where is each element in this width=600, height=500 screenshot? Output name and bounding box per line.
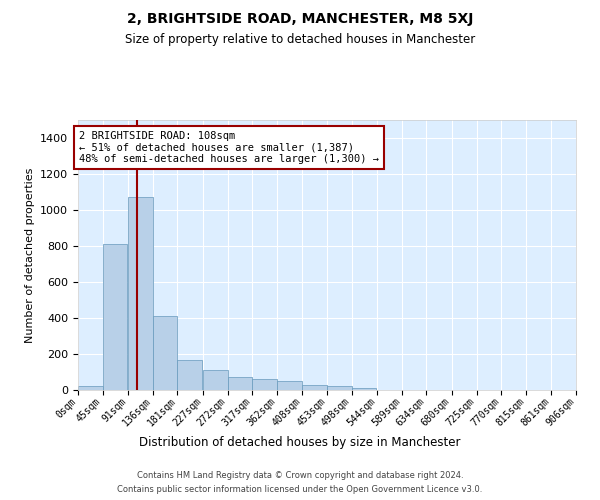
Y-axis label: Number of detached properties: Number of detached properties: [25, 168, 35, 342]
Bar: [302, 384, 327, 390]
Bar: [178, 360, 202, 390]
Bar: [227, 378, 252, 390]
Bar: [128, 198, 153, 390]
Bar: [103, 244, 127, 390]
Text: Contains public sector information licensed under the Open Government Licence v3: Contains public sector information licen…: [118, 484, 482, 494]
Bar: [153, 316, 178, 390]
Text: 2, BRIGHTSIDE ROAD, MANCHESTER, M8 5XJ: 2, BRIGHTSIDE ROAD, MANCHESTER, M8 5XJ: [127, 12, 473, 26]
Bar: [203, 370, 227, 390]
Bar: [277, 381, 302, 390]
Text: Size of property relative to detached houses in Manchester: Size of property relative to detached ho…: [125, 32, 475, 46]
Text: Distribution of detached houses by size in Manchester: Distribution of detached houses by size …: [139, 436, 461, 449]
Bar: [352, 388, 376, 390]
Text: 2 BRIGHTSIDE ROAD: 108sqm
← 51% of detached houses are smaller (1,387)
48% of se: 2 BRIGHTSIDE ROAD: 108sqm ← 51% of detac…: [79, 131, 379, 164]
Bar: [78, 386, 103, 390]
Bar: [327, 386, 352, 390]
Bar: [252, 379, 277, 390]
Text: Contains HM Land Registry data © Crown copyright and database right 2024.: Contains HM Land Registry data © Crown c…: [137, 472, 463, 480]
